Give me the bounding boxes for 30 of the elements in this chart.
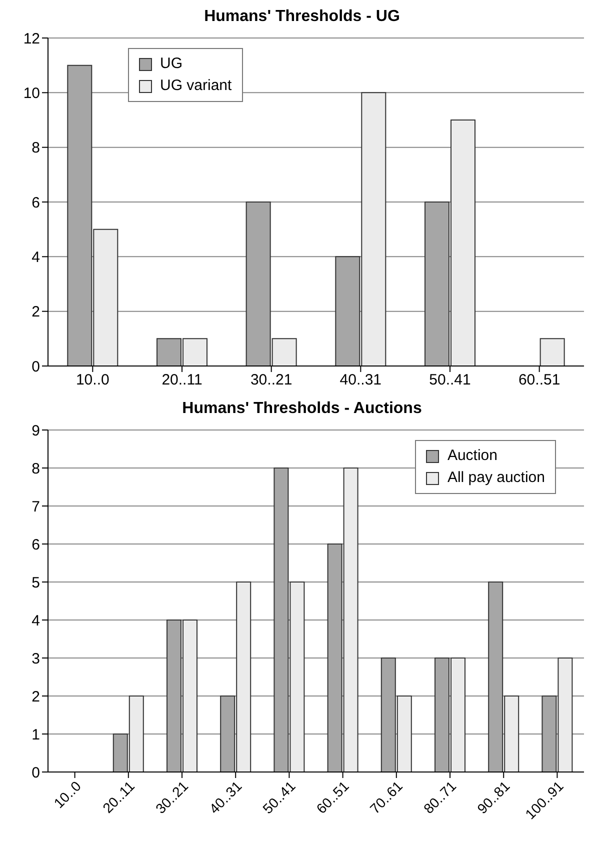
y-tick-label: 2 bbox=[32, 688, 40, 706]
y-tick-label: 9 bbox=[32, 422, 40, 440]
x-tick-label: 20..11 bbox=[162, 372, 202, 389]
chart-title: Humans' Thresholds - UG bbox=[203, 8, 401, 27]
y-tick-label: 4 bbox=[32, 248, 40, 266]
legend-label: UG variant bbox=[160, 76, 232, 96]
y-tick-label: 12 bbox=[23, 30, 40, 48]
bar bbox=[540, 338, 565, 366]
y-tick-label: 5 bbox=[32, 574, 40, 592]
chart-title: Humans' Thresholds - Auctions bbox=[181, 400, 423, 419]
y-tick-label: 2 bbox=[32, 304, 40, 321]
y-tick-label: 10 bbox=[23, 84, 40, 102]
x-tick-label: 30..21 bbox=[250, 372, 292, 389]
y-tick-label: 6 bbox=[32, 536, 40, 554]
y-tick-label: 0 bbox=[32, 358, 40, 376]
x-tick-label: 10..0 bbox=[76, 372, 110, 389]
y-tick-label: 6 bbox=[32, 194, 40, 212]
y-tick-label: 1 bbox=[32, 726, 40, 744]
x-tick-label: 50..41 bbox=[429, 372, 471, 389]
legend-label: UG bbox=[160, 54, 182, 74]
y-tick-label: 8 bbox=[32, 460, 40, 478]
legend-label: Auction bbox=[447, 446, 498, 466]
y-tick-label: 7 bbox=[32, 498, 40, 516]
x-tick-label: 40..31 bbox=[340, 372, 382, 389]
y-tick-label: 8 bbox=[32, 140, 40, 157]
x-tick-label: 60..51 bbox=[518, 372, 560, 389]
legend-label: All pay auction bbox=[447, 468, 545, 488]
y-tick-label: 4 bbox=[32, 612, 40, 630]
y-tick-label: 3 bbox=[32, 650, 40, 668]
y-tick-label: 0 bbox=[32, 764, 40, 782]
